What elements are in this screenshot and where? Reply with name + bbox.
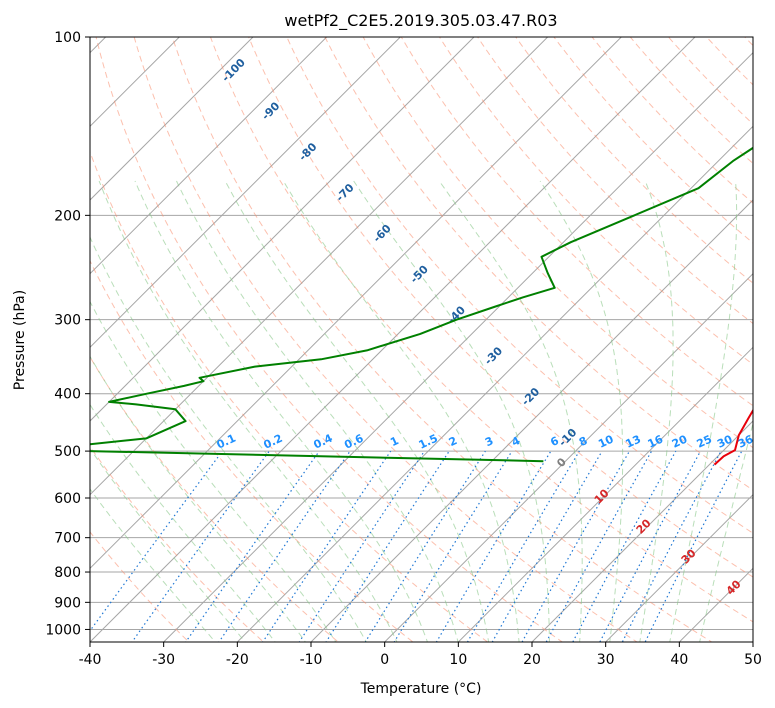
mixing-ratio-lines xyxy=(90,450,743,642)
y-axis-label: Pressure (hPa) xyxy=(12,290,28,390)
y-tick-label: 200 xyxy=(54,208,81,224)
mixing-ratio-line xyxy=(521,450,631,642)
isotherm-line xyxy=(457,346,753,642)
x-tick-label: -10 xyxy=(300,652,323,668)
dry-adiabat-line xyxy=(209,37,753,623)
isotherm-line xyxy=(90,37,549,496)
isotherm-line xyxy=(90,37,254,201)
y-tick-label: 600 xyxy=(54,491,81,507)
isotherm-line xyxy=(162,51,753,642)
mixing-ratio-label: 10 xyxy=(596,432,616,450)
moist-adiabat-line xyxy=(639,180,674,642)
moist-adiabat-line xyxy=(353,180,550,642)
dry-adiabat-line xyxy=(133,37,638,642)
dry-adiabat-line xyxy=(591,37,753,204)
isotherm-line xyxy=(604,493,753,642)
dry-adiabat-line xyxy=(515,37,753,284)
y-tick-label: 500 xyxy=(54,444,81,460)
dry-adiabat-line xyxy=(553,37,753,244)
y-tick-label: 400 xyxy=(54,387,81,403)
dry-adiabat-line xyxy=(90,356,339,642)
y-tick-label: 900 xyxy=(54,595,81,611)
isotherm-line xyxy=(310,199,753,642)
moist-adiabat-line xyxy=(90,403,276,642)
mixing-ratio-label: 16 xyxy=(646,432,666,450)
moist-adiabat-line xyxy=(90,447,246,642)
x-tick-label: -30 xyxy=(152,652,175,668)
moist-adiabat-line xyxy=(90,235,367,642)
y-tick-label: 1000 xyxy=(45,622,81,638)
moist-adiabat-line xyxy=(90,488,216,642)
mixing-ratio-label: 13 xyxy=(624,433,643,451)
x-tick-label: 50 xyxy=(744,652,762,668)
y-axis: 100 200 300 400 500 600 700 800 900 1000 xyxy=(45,30,90,638)
dry-adiabat-line xyxy=(95,37,564,642)
moist-adiabat-line xyxy=(176,180,459,642)
dry-adiabat-line xyxy=(400,37,753,407)
mixing-ratio-line xyxy=(393,450,513,642)
x-tick-label: 20 xyxy=(523,652,541,668)
x-tick-label: 40 xyxy=(670,652,688,668)
isotherm-line xyxy=(90,37,696,642)
isotherm-line xyxy=(90,37,328,275)
moist-adiabat-line xyxy=(134,180,429,642)
moist-adiabat-line xyxy=(669,180,738,642)
isotherm-line xyxy=(90,37,402,349)
dry-adiabats xyxy=(90,37,753,642)
mixing-ratio-line xyxy=(644,450,743,642)
mixing-ratio-line xyxy=(185,450,320,642)
moist-adiabats xyxy=(90,180,753,642)
plot-frame xyxy=(89,36,754,643)
x-tick-label: -40 xyxy=(79,652,102,668)
mixing-ratio-label: 36 xyxy=(736,432,756,450)
moist-adiabat-line xyxy=(438,180,583,642)
x-axis: -40 -30 -20 -10 0 10 20 30 40 50 xyxy=(79,642,762,668)
dry-adiabat-line xyxy=(171,37,713,642)
mixing-ratio-label: 25 xyxy=(695,433,714,451)
dry-adiabat-line xyxy=(286,37,753,534)
mixing-ratio-line xyxy=(621,450,722,642)
isotherm-line xyxy=(531,420,753,642)
dry-adiabat-line xyxy=(248,37,753,578)
mixing-ratio-line xyxy=(218,450,351,642)
x-tick-label: 30 xyxy=(597,652,615,668)
x-tick-label: -20 xyxy=(226,652,249,668)
dewpoint-profile xyxy=(90,146,753,463)
y-tick-label: 100 xyxy=(54,30,81,46)
x-axis-label: Temperature (°C) xyxy=(360,681,482,697)
mixing-ratio-label: 30 xyxy=(715,432,735,450)
moist-adiabat-line xyxy=(224,180,490,642)
x-tick-label: 0 xyxy=(380,652,389,668)
mixing-ratio-line xyxy=(262,450,392,642)
mixing-ratio-line xyxy=(90,450,223,632)
dry-adiabat-line xyxy=(362,37,753,449)
mixing-ratio-line xyxy=(466,450,580,642)
moist-adiabat-line xyxy=(539,180,624,642)
y-tick-label: 800 xyxy=(54,565,81,581)
moist-adiabat-line xyxy=(282,180,520,642)
dry-adiabat-line xyxy=(90,531,190,642)
isotherm-line xyxy=(90,37,475,422)
pressure-grid xyxy=(90,37,753,630)
mixing-ratio-line xyxy=(131,450,270,642)
dry-adiabat-line xyxy=(324,37,753,491)
mixing-ratio-line xyxy=(364,450,486,642)
moist-adiabat-line xyxy=(699,421,753,642)
mixing-ratio-line xyxy=(491,450,603,642)
x-tick-label: 10 xyxy=(449,652,467,668)
dry-adiabat-line xyxy=(90,259,414,642)
temperature-profile xyxy=(713,408,753,466)
chart-title: wetPf2_C2E5.2019.305.03.47.R03 xyxy=(284,11,557,31)
y-tick-label: 700 xyxy=(54,531,81,547)
mixing-ratio-line xyxy=(435,450,552,642)
mixing-ratio-label: 20 xyxy=(670,432,690,450)
moist-adiabat-line xyxy=(98,180,398,642)
isotherm-line xyxy=(383,272,753,642)
sounding-series xyxy=(90,146,753,466)
isotherm-line xyxy=(90,37,623,570)
y-tick-label: 300 xyxy=(54,313,81,329)
